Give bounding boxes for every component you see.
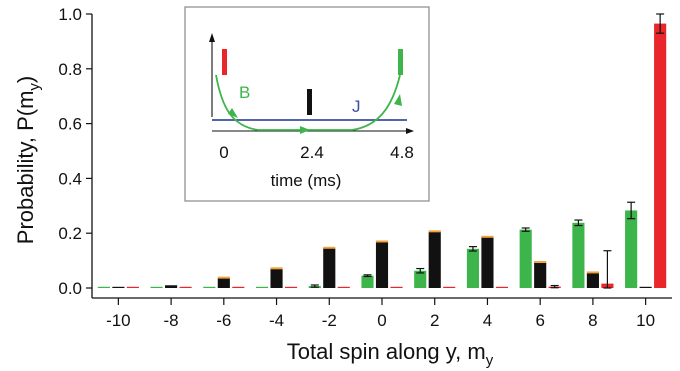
x-tick-label: 8 <box>588 311 597 330</box>
bar-red <box>495 286 509 288</box>
bar-black <box>375 241 389 288</box>
y-tick-label: 0.4 <box>58 169 82 188</box>
y-tick-label: 0.2 <box>58 224 82 243</box>
bar-cap-highlight <box>270 267 283 270</box>
inset-green-pulse <box>398 49 403 75</box>
x-tick-label: 4 <box>483 311 492 330</box>
inset-tick-0: 0 <box>219 143 228 162</box>
inset-b-curve <box>215 74 401 131</box>
y-tick-label: 1.0 <box>58 5 82 24</box>
inset-y-arrow-icon <box>209 33 215 42</box>
bar-green <box>255 286 269 288</box>
inset-b-arrow-right-icon <box>394 94 402 106</box>
bar-cap-highlight <box>534 261 547 264</box>
bar-black <box>534 262 547 288</box>
bar-black <box>217 278 230 288</box>
bar-cap-highlight <box>428 230 441 233</box>
bar-red <box>337 286 350 288</box>
bar-green <box>150 286 163 288</box>
y-tick-label: 0.8 <box>58 60 82 79</box>
bar-black <box>165 285 178 288</box>
bar-green <box>414 270 427 288</box>
x-tick-label: -4 <box>269 311 284 330</box>
bar-cap-highlight <box>481 235 494 238</box>
inset-label-j: J <box>352 97 361 116</box>
y-tick-label: 0.6 <box>58 115 82 134</box>
inset-red-pulse <box>222 49 227 75</box>
inset-b-arrow-left-icon <box>228 108 238 118</box>
inset-label-b: B <box>239 83 250 102</box>
inset-tick-end: 4.8 <box>390 143 414 162</box>
x-tick-label: -6 <box>216 311 231 330</box>
bar-cap-highlight <box>586 271 599 274</box>
y-axis-ticks: 0.0 0.2 0.4 0.6 0.8 1.0 <box>58 5 92 298</box>
bar-cap-highlight <box>323 246 336 249</box>
error-bars <box>310 13 665 289</box>
bar-red <box>443 286 456 288</box>
bar-red <box>390 286 403 288</box>
x-tick-label: -8 <box>164 311 179 330</box>
bar-green <box>572 222 585 288</box>
bar-green <box>625 210 638 288</box>
bar-red <box>232 286 245 288</box>
inset-tick-mid: 2.4 <box>300 143 324 162</box>
bar-green <box>361 275 374 288</box>
x-tick-label: -2 <box>322 311 337 330</box>
inset-x-arrow-icon <box>406 128 414 134</box>
bar-black <box>586 272 599 288</box>
x-axis-title: Total spin along y, my <box>287 339 494 369</box>
bar-red <box>126 286 139 288</box>
x-tick-label: 10 <box>636 311 655 330</box>
bar-black <box>428 231 441 288</box>
x-tick-label: 0 <box>377 311 386 330</box>
inset-black-pulse <box>307 89 312 115</box>
bar-black <box>481 237 494 288</box>
bar-black <box>323 248 336 288</box>
inset-x-axis-title: time (ms) <box>271 171 342 190</box>
bar-green <box>466 248 480 288</box>
bar-cap-highlight <box>217 276 230 279</box>
x-tick-label: -10 <box>106 311 131 330</box>
y-tick-label: 0.0 <box>58 279 82 298</box>
y-axis-title: Probability, P(my) <box>13 76 43 244</box>
x-axis-ticks: -10 -8 -6 -4 -2 0 2 4 6 8 10 <box>106 298 655 330</box>
bar-black <box>112 286 125 288</box>
inset-b-arrow-mid-icon <box>300 126 310 134</box>
inset-panel: B J 0 2.4 4.8 time (ms) <box>184 6 430 202</box>
bar-cap-highlight <box>375 240 389 243</box>
bar-green <box>97 286 110 288</box>
bar-green <box>203 286 216 288</box>
bar-red <box>654 23 667 289</box>
bar-black <box>270 268 283 288</box>
bar-red <box>284 286 298 288</box>
bar-marks <box>97 23 667 289</box>
bar-red <box>179 286 192 288</box>
x-tick-label: 2 <box>430 311 439 330</box>
x-tick-label: 6 <box>535 311 544 330</box>
bar-green <box>519 229 532 288</box>
bar-black <box>639 286 652 288</box>
